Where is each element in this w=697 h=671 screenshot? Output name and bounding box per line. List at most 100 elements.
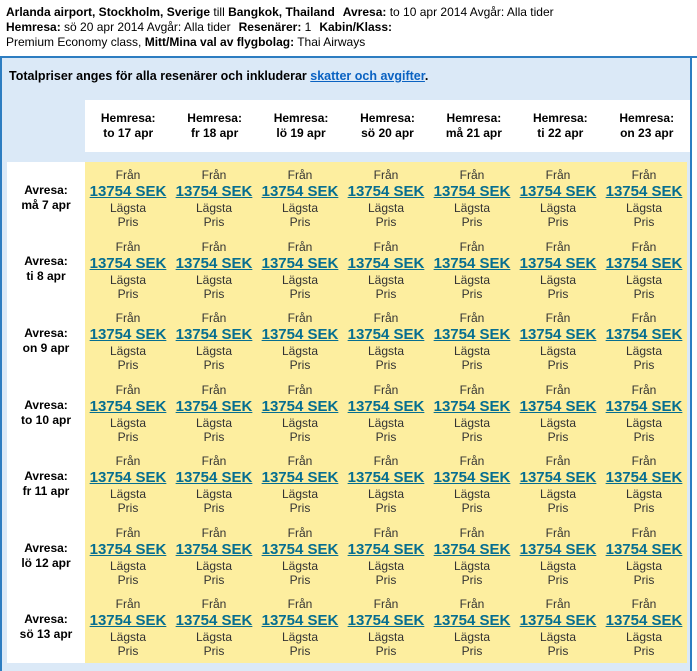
price-link[interactable]: 13754 SEK bbox=[89, 326, 167, 344]
lowest-price-label-line1: Lägsta bbox=[281, 415, 319, 430]
price-link[interactable]: 13754 SEK bbox=[347, 612, 425, 630]
lowest-price-label-line1: Lägsta bbox=[625, 272, 663, 287]
price-link[interactable]: 13754 SEK bbox=[89, 612, 167, 630]
table-row: Avresa: sö 13 apr Från 13754 SEK Lägsta Pris F… bbox=[2, 591, 690, 664]
row-cells: Från 13754 SEK Lägsta Pris Från 13754 SEK Lägs… bbox=[85, 305, 687, 377]
from-label: Från bbox=[201, 382, 227, 397]
price-link[interactable]: 13754 SEK bbox=[519, 540, 597, 558]
lowest-price-label-line2: Pris bbox=[375, 286, 397, 301]
from-label: Från bbox=[631, 168, 657, 182]
lowest-price-label-line1: Lägsta bbox=[367, 630, 405, 645]
price-link[interactable]: 13754 SEK bbox=[347, 254, 425, 272]
lowest-price-label-line1: Lägsta bbox=[109, 415, 147, 430]
price-link[interactable]: 13754 SEK bbox=[605, 540, 683, 558]
from-label: Från bbox=[201, 311, 227, 326]
lowest-price-label-line1: Lägsta bbox=[453, 272, 491, 287]
price-link[interactable]: 13754 SEK bbox=[175, 254, 253, 272]
price-link[interactable]: 13754 SEK bbox=[175, 326, 253, 344]
price-link[interactable]: 13754 SEK bbox=[347, 183, 425, 200]
avresa-header-date: to 10 apr bbox=[20, 412, 71, 427]
price-link[interactable]: 13754 SEK bbox=[433, 326, 511, 344]
price-link[interactable]: 13754 SEK bbox=[89, 397, 167, 415]
price-link[interactable]: 13754 SEK bbox=[605, 326, 683, 344]
lowest-price-label-line2: Pris bbox=[633, 286, 655, 301]
lowest-price-label-line1: Lägsta bbox=[625, 344, 663, 359]
lowest-price-label-line1: Lägsta bbox=[453, 344, 491, 359]
price-link[interactable]: 13754 SEK bbox=[433, 469, 511, 487]
price-cell: Från 13754 SEK Lägsta Pris bbox=[343, 591, 429, 663]
price-link[interactable]: 13754 SEK bbox=[261, 183, 339, 200]
price-link[interactable]: 13754 SEK bbox=[175, 469, 253, 487]
row-header: Avresa: to 10 apr bbox=[7, 376, 85, 449]
summary-line-2: Hemresa: sö 20 apr 2014 Avgår: Alla tide… bbox=[6, 20, 697, 35]
price-link[interactable]: 13754 SEK bbox=[89, 254, 167, 272]
price-link[interactable]: 13754 SEK bbox=[347, 397, 425, 415]
price-link[interactable]: 13754 SEK bbox=[175, 540, 253, 558]
price-link[interactable]: 13754 SEK bbox=[605, 183, 683, 200]
price-link[interactable]: 13754 SEK bbox=[261, 612, 339, 630]
lowest-price-label-line2: Pris bbox=[547, 429, 569, 444]
price-link[interactable]: 13754 SEK bbox=[433, 540, 511, 558]
price-link[interactable]: 13754 SEK bbox=[347, 469, 425, 487]
notice-text: Totalpriser anges för alla resenärer och… bbox=[9, 69, 307, 83]
price-link[interactable]: 13754 SEK bbox=[519, 397, 597, 415]
price-link[interactable]: 13754 SEK bbox=[519, 183, 597, 200]
price-link[interactable]: 13754 SEK bbox=[175, 397, 253, 415]
lowest-price-label-line2: Pris bbox=[289, 358, 311, 373]
price-link[interactable]: 13754 SEK bbox=[433, 397, 511, 415]
lowest-price-label-line2: Pris bbox=[633, 572, 655, 587]
lowest-price-label-line1: Lägsta bbox=[539, 201, 577, 215]
lowest-price-label-line1: Lägsta bbox=[195, 272, 233, 287]
lowest-price-label-line1: Lägsta bbox=[625, 630, 663, 645]
lowest-price-label-line1: Lägsta bbox=[281, 558, 319, 573]
price-link[interactable]: 13754 SEK bbox=[433, 254, 511, 272]
hemresa-header-label: Hemresa: bbox=[532, 111, 588, 125]
price-cell: Från 13754 SEK Lägsta Pris bbox=[515, 377, 601, 449]
row-header: Avresa: må 7 apr bbox=[7, 162, 85, 234]
from-label: Från bbox=[287, 382, 313, 397]
flygbolag-label: Mitt/Mina val av flygbolag: bbox=[144, 35, 295, 49]
lowest-price-label-line2: Pris bbox=[461, 215, 483, 229]
column-header: Hemresa: on 23 apr bbox=[604, 100, 690, 152]
hemresa-header-date: må 21 apr bbox=[445, 126, 502, 140]
price-cell: Från 13754 SEK Lägsta Pris bbox=[343, 377, 429, 449]
price-cell: Från 13754 SEK Lägsta Pris bbox=[85, 305, 171, 377]
lowest-price-label-line1: Lägsta bbox=[539, 630, 577, 645]
taxes-fees-link[interactable]: skatter och avgifter bbox=[310, 69, 425, 83]
price-link[interactable]: 13754 SEK bbox=[519, 254, 597, 272]
lowest-price-label-line1: Lägsta bbox=[195, 487, 233, 502]
price-link[interactable]: 13754 SEK bbox=[347, 326, 425, 344]
price-link[interactable]: 13754 SEK bbox=[89, 469, 167, 487]
price-link[interactable]: 13754 SEK bbox=[519, 469, 597, 487]
price-link[interactable]: 13754 SEK bbox=[347, 540, 425, 558]
hemresa-header-label: Hemresa: bbox=[100, 111, 156, 125]
price-cell: Från 13754 SEK Lägsta Pris bbox=[85, 591, 171, 663]
lowest-price-label-line2: Pris bbox=[633, 501, 655, 516]
price-link[interactable]: 13754 SEK bbox=[433, 183, 511, 200]
price-link[interactable]: 13754 SEK bbox=[261, 540, 339, 558]
price-cell: Från 13754 SEK Lägsta Pris bbox=[257, 448, 343, 520]
price-link[interactable]: 13754 SEK bbox=[175, 183, 253, 200]
price-link[interactable]: 13754 SEK bbox=[605, 254, 683, 272]
price-link[interactable]: 13754 SEK bbox=[433, 612, 511, 630]
price-link[interactable]: 13754 SEK bbox=[89, 183, 167, 200]
lowest-price-label-line2: Pris bbox=[203, 429, 225, 444]
price-link[interactable]: 13754 SEK bbox=[519, 612, 597, 630]
price-cell: Från 13754 SEK Lägsta Pris bbox=[171, 377, 257, 449]
price-link[interactable]: 13754 SEK bbox=[519, 326, 597, 344]
price-link[interactable]: 13754 SEK bbox=[261, 469, 339, 487]
column-header: Hemresa: sö 20 apr bbox=[344, 100, 430, 152]
price-link[interactable]: 13754 SEK bbox=[175, 612, 253, 630]
price-link[interactable]: 13754 SEK bbox=[605, 612, 683, 630]
lowest-price-label-line2: Pris bbox=[289, 644, 311, 659]
price-cell: Från 13754 SEK Lägsta Pris bbox=[257, 591, 343, 663]
price-link[interactable]: 13754 SEK bbox=[89, 540, 167, 558]
price-link[interactable]: 13754 SEK bbox=[261, 397, 339, 415]
hemresa-header-date: to 17 apr bbox=[103, 126, 154, 140]
from-label: Från bbox=[631, 382, 657, 397]
price-link[interactable]: 13754 SEK bbox=[605, 397, 683, 415]
price-link[interactable]: 13754 SEK bbox=[261, 254, 339, 272]
avresa-header-date: må 7 apr bbox=[21, 197, 71, 212]
price-link[interactable]: 13754 SEK bbox=[261, 326, 339, 344]
price-link[interactable]: 13754 SEK bbox=[605, 469, 683, 487]
